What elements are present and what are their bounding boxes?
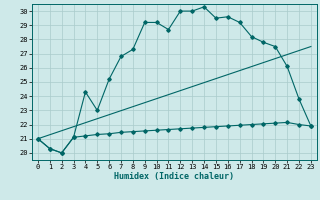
X-axis label: Humidex (Indice chaleur): Humidex (Indice chaleur) <box>115 172 234 181</box>
